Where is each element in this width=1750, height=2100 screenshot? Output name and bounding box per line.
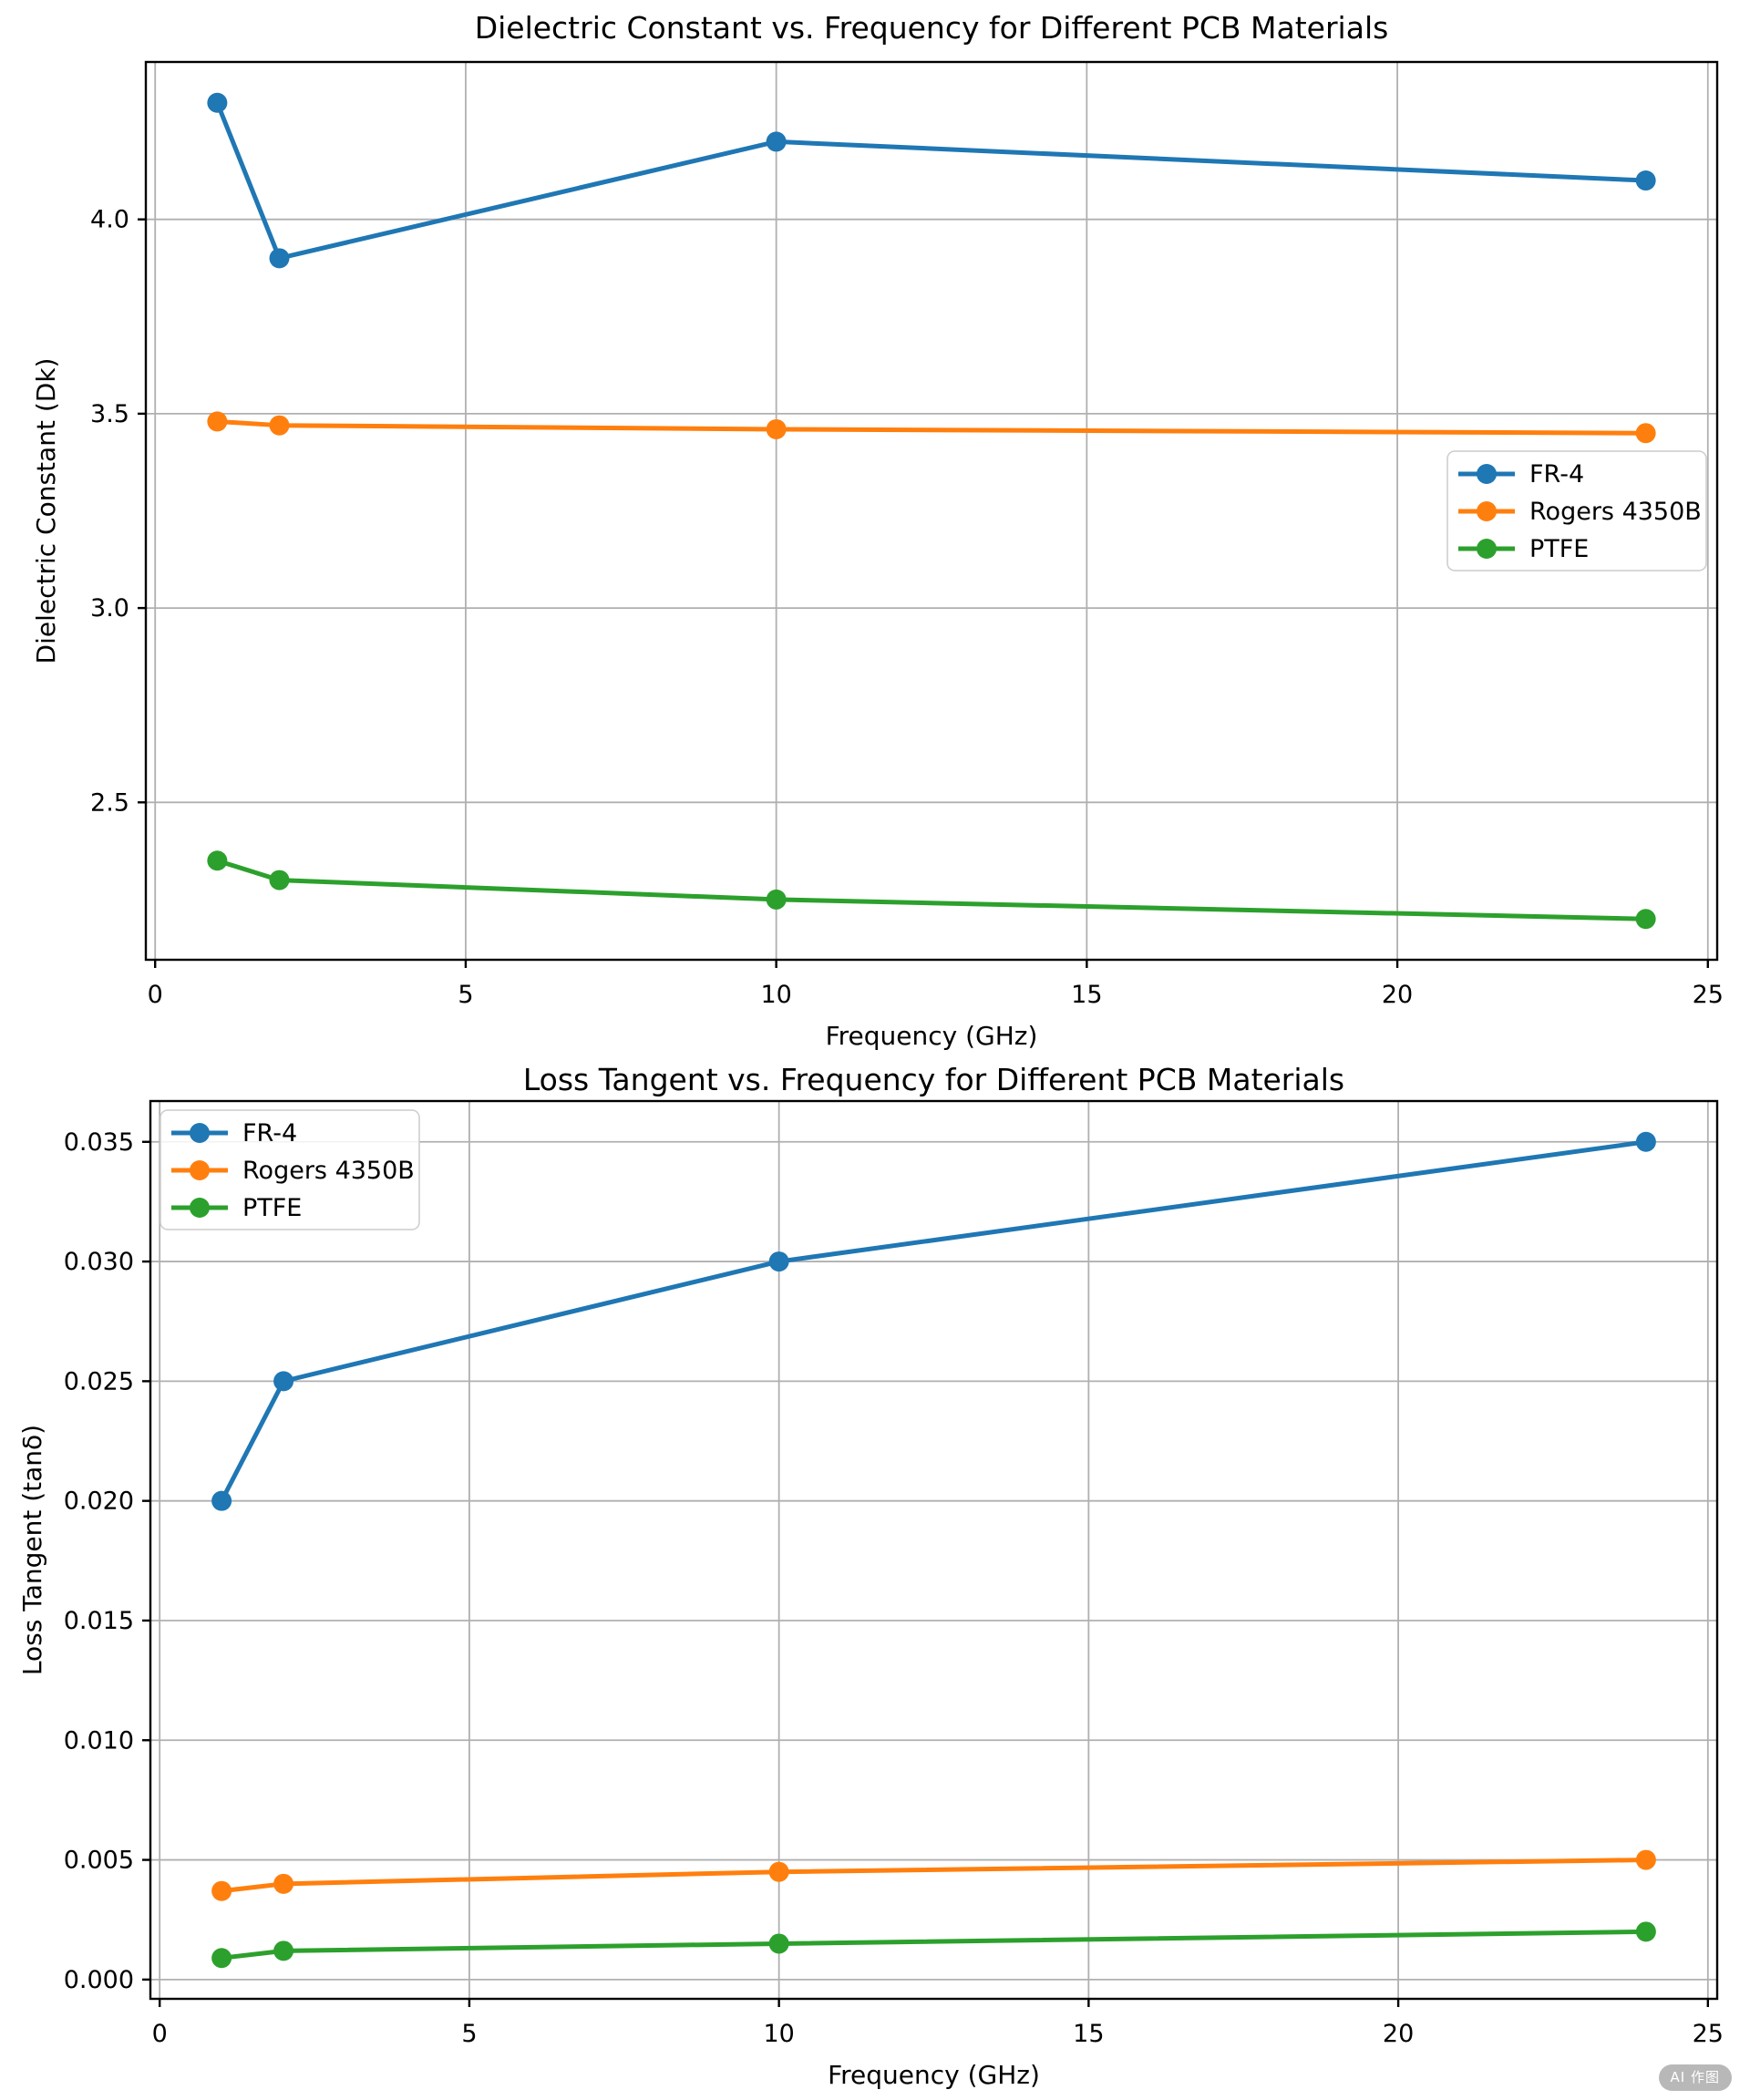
- chart-title: Loss Tangent vs. Frequency for Different…: [523, 1062, 1344, 1097]
- data-point: [211, 1880, 232, 1901]
- y-axis-label: Dielectric Constant (Dk): [31, 358, 61, 664]
- y-axis-label: Loss Tangent (tanδ): [17, 1425, 47, 1675]
- legend-sample-marker: [1477, 464, 1497, 484]
- chart-canvas: 0 5 10 15 20 25 2.5 3.0 3.5 4.0 Dielectric Constan…: [31, 10, 1724, 1051]
- data-point: [1635, 423, 1656, 444]
- dielectric-constant-chart: 0 5 10 15 20 25 2.5 3.0 3.5 4.0 Dielectric Constan…: [31, 10, 1724, 1051]
- chart-canvas: 0 5 10 15 20 25 0.000 0.005 0.010 0.015 0.020 0.025…: [17, 1062, 1724, 2090]
- data-point: [269, 870, 290, 890]
- data-point: [768, 1251, 789, 1272]
- series-line: [219, 1858, 1649, 1894]
- x-tick-label: 0: [148, 981, 163, 1009]
- x-tick-label: 25: [1693, 2020, 1724, 2048]
- legend-entry-label: Rogers 4350B: [242, 1157, 415, 1185]
- y-tick-label: 4.0: [90, 206, 129, 234]
- y-tick-label: 0.030: [64, 1248, 134, 1276]
- legend-entry-label: PTFE: [242, 1194, 302, 1222]
- x-tick-label: 5: [458, 981, 473, 1009]
- legend-box: [160, 1109, 420, 1230]
- data-point: [207, 411, 228, 432]
- legend-entry-label: FR-4: [242, 1119, 297, 1148]
- legend-entry-label: Rogers 4350B: [1529, 498, 1702, 526]
- data-point: [768, 1861, 789, 1882]
- data-point: [766, 418, 787, 439]
- data-point: [766, 131, 787, 152]
- data-point: [211, 1948, 232, 1969]
- x-axis-label: Frequency (GHz): [828, 2060, 1040, 2090]
- data-point: [768, 1933, 789, 1954]
- y-tick-label: 3.5: [90, 400, 129, 428]
- x-tick-label: 15: [1073, 2020, 1104, 2048]
- x-tick-label: 0: [152, 2020, 168, 2048]
- y-tick-label: 0.035: [64, 1128, 134, 1157]
- x-tick-label: 15: [1071, 981, 1102, 1009]
- data-point: [273, 1873, 294, 1894]
- legend-sample-marker: [1477, 539, 1497, 559]
- series-line: [214, 858, 1649, 921]
- series-line: [219, 1139, 1649, 1504]
- ai-watermark-badge: AI 作图: [1658, 2064, 1732, 2091]
- x-tick-label: 20: [1382, 981, 1413, 1009]
- data-point: [766, 889, 787, 910]
- plot-border: [149, 1099, 1719, 2001]
- y-tick-label: 3.0: [90, 594, 129, 623]
- y-tick-label: 0.000: [64, 1966, 134, 1994]
- x-tick-label: 10: [760, 981, 791, 1009]
- y-tick-label: 0.010: [64, 1726, 134, 1755]
- legend-sample-marker: [190, 1198, 210, 1218]
- series-line: [214, 418, 1649, 436]
- y-tick-label: 0.015: [64, 1607, 134, 1635]
- x-axis-label: Frequency (GHz): [826, 1021, 1038, 1051]
- legend-sample-marker: [190, 1160, 210, 1180]
- y-tick-label: 0.005: [64, 1847, 134, 1875]
- data-point: [1635, 909, 1656, 930]
- data-point: [1635, 170, 1656, 191]
- data-point: [211, 1490, 232, 1511]
- y-tick-label: 0.025: [64, 1367, 134, 1395]
- data-point: [273, 1940, 294, 1961]
- data-point: [1635, 1131, 1656, 1152]
- x-tick-label: 10: [763, 2020, 794, 2048]
- data-point: [1635, 1921, 1656, 1942]
- series-line: [219, 1929, 1649, 1961]
- loss-tangent-chart: 0 5 10 15 20 25 0.000 0.005 0.010 0.015 0.020 0.025…: [0, 1057, 1750, 2100]
- data-point: [269, 248, 290, 269]
- data-point: [269, 415, 290, 436]
- x-tick-label: 25: [1693, 981, 1724, 1009]
- legend-sample-marker: [1477, 501, 1497, 521]
- legend-box: [1446, 450, 1707, 571]
- chart-title: Dielectric Constant vs. Frequency for Di…: [475, 10, 1389, 46]
- y-tick-label: 2.5: [90, 788, 129, 817]
- legend-entry-label: PTFE: [1529, 535, 1589, 563]
- data-point: [207, 850, 228, 871]
- series-line: [214, 100, 1649, 261]
- legend-sample-marker: [190, 1123, 210, 1143]
- x-tick-label: 20: [1383, 2020, 1414, 2048]
- data-point: [273, 1371, 294, 1392]
- y-tick-label: 0.020: [64, 1488, 134, 1516]
- data-point: [207, 92, 228, 113]
- plot-border: [144, 60, 1719, 962]
- data-point: [1635, 1849, 1656, 1870]
- legend-entry-label: FR-4: [1529, 460, 1584, 489]
- x-tick-label: 5: [461, 2020, 477, 2048]
